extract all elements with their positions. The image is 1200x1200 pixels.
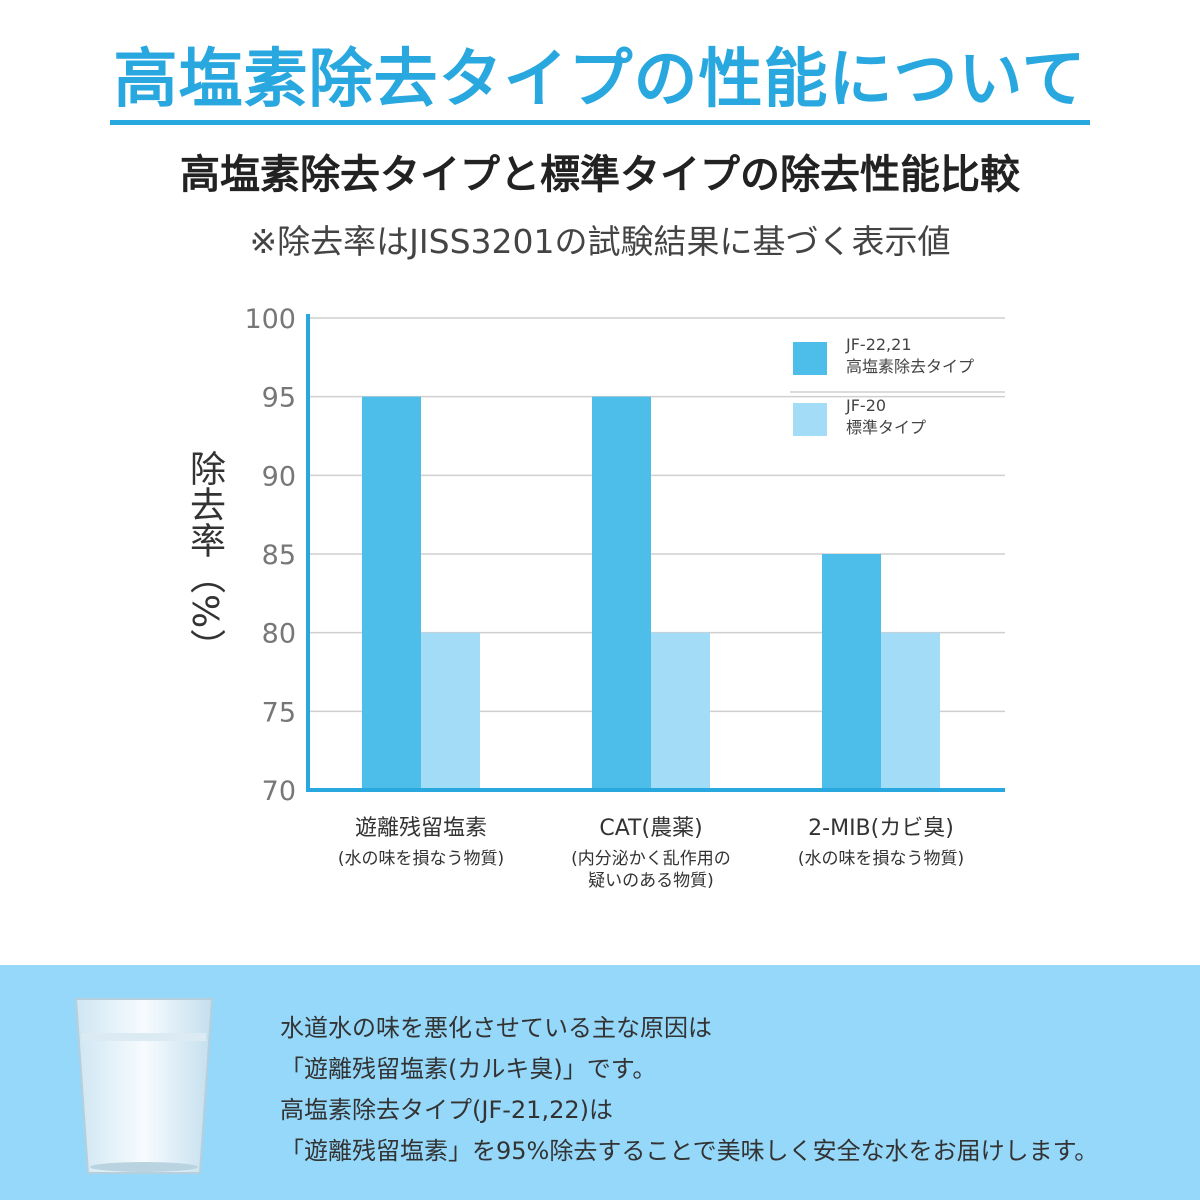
y-tick-label: 90 (262, 461, 296, 492)
legend-name: JF-20 (845, 396, 886, 415)
y-tick-label: 70 (262, 776, 296, 807)
category-name: 2-MIB(カビ臭) (808, 816, 954, 841)
category-name: CAT(農薬) (599, 816, 703, 841)
bar-standard (881, 632, 940, 790)
legend-swatch (793, 403, 827, 436)
category-label: 遊離残留塩素 (水の味を損なう物質) (301, 810, 541, 870)
category-label: 2-MIB(カビ臭) (水の味を損なう物質) (761, 810, 1001, 870)
bar-standard (651, 632, 710, 790)
y-tick-label: 100 (244, 304, 296, 335)
y-tick-label: 80 (262, 619, 296, 650)
category-name: 遊離残留塩素 (354, 816, 487, 841)
chart-subtitle: 高塩素除去タイプと標準タイプの除去性能比較 (180, 152, 1020, 198)
y-tick-label: 75 (262, 697, 296, 728)
category-desc: (内分泌かく乱作用の 疑いのある物質) (571, 849, 731, 891)
category-desc: (水の味を損なう物質) (797, 849, 965, 869)
info-line: 水道水の味を悪化させている主な原因は (280, 1014, 712, 1042)
legend-desc: 高塩素除去タイプ (846, 357, 974, 376)
bar-high-chlorine (592, 396, 651, 790)
info-line: 高塩素除去タイプ(JF-21,22)は (280, 1096, 613, 1124)
title-divider (110, 120, 1090, 125)
y-tick-label: 85 (262, 540, 296, 571)
legend-name: JF-22,21 (845, 335, 912, 354)
info-text: 水道水の味を悪化させている主な原因は 「遊離残留塩素(カルキ臭)」です。 高塩素… (280, 1008, 1098, 1172)
bar-standard (421, 632, 480, 790)
info-line: 「遊離残留塩素」を95%除去することで美味しく安全な水をお届けします。 (280, 1137, 1099, 1165)
water-glass-icon (74, 998, 214, 1174)
bar-high-chlorine (822, 554, 881, 790)
category-desc: (水の味を損なう物質) (337, 849, 505, 869)
bar-chart: 70 75 80 85 90 95 100 JF-22,21 高塩素除去タイプ JF-20 標準タイ… (244, 304, 1005, 807)
test-note: ※除去率はJISS3201の試験結果に基づく表示値 (249, 222, 951, 261)
legend-swatch (793, 342, 827, 375)
page-title: 高塩素除去タイプの性能について (113, 43, 1087, 117)
category-label: CAT(農薬) (内分泌かく乱作用の 疑いのある物質) (531, 810, 771, 892)
y-axis-label: 除去率（%） (184, 450, 225, 665)
bar-high-chlorine (362, 396, 421, 790)
info-line: 「遊離残留塩素(カルキ臭)」です。 (280, 1055, 657, 1083)
y-tick-label: 95 (262, 383, 296, 414)
legend-desc: 標準タイプ (846, 418, 926, 437)
